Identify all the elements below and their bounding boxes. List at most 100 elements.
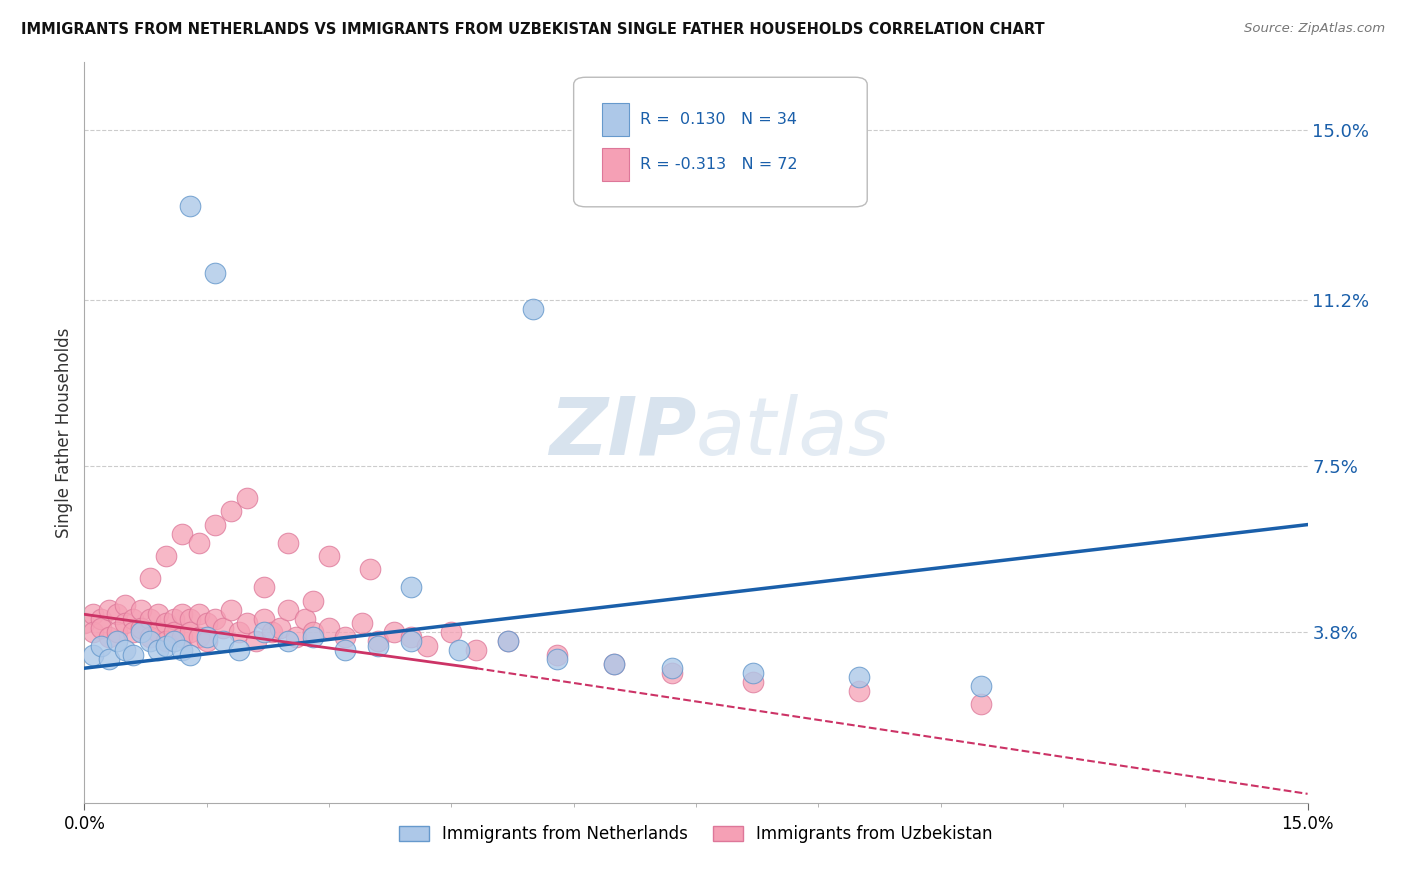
Point bbox=[131, 603, 153, 617]
Point bbox=[228, 643, 250, 657]
Point bbox=[90, 612, 112, 626]
Point bbox=[138, 634, 160, 648]
Point bbox=[367, 639, 389, 653]
Point bbox=[155, 634, 177, 648]
Text: R =  0.130   N = 34: R = 0.130 N = 34 bbox=[640, 112, 797, 127]
Point bbox=[228, 625, 250, 640]
Point bbox=[253, 625, 276, 640]
Point bbox=[498, 634, 520, 648]
Point bbox=[155, 639, 177, 653]
Legend: Immigrants from Netherlands, Immigrants from Uzbekistan: Immigrants from Netherlands, Immigrants … bbox=[392, 819, 1000, 850]
FancyBboxPatch shape bbox=[602, 103, 628, 136]
Text: R = -0.313   N = 72: R = -0.313 N = 72 bbox=[640, 157, 797, 172]
Y-axis label: Single Father Households: Single Father Households bbox=[55, 327, 73, 538]
Point bbox=[122, 612, 145, 626]
Point bbox=[114, 599, 136, 613]
Point bbox=[219, 504, 242, 518]
Point bbox=[277, 535, 299, 549]
Point bbox=[163, 612, 186, 626]
Point bbox=[90, 639, 112, 653]
Point bbox=[661, 665, 683, 680]
Point bbox=[195, 630, 218, 644]
Point bbox=[195, 634, 218, 648]
Point bbox=[335, 643, 357, 657]
Point bbox=[498, 634, 520, 648]
Point bbox=[245, 634, 267, 648]
Point bbox=[742, 674, 765, 689]
Point bbox=[105, 634, 128, 648]
Text: atlas: atlas bbox=[696, 393, 891, 472]
Point bbox=[301, 594, 323, 608]
Point bbox=[172, 526, 194, 541]
Point bbox=[82, 648, 104, 662]
Text: IMMIGRANTS FROM NETHERLANDS VS IMMIGRANTS FROM UZBEKISTAN SINGLE FATHER HOUSEHOL: IMMIGRANTS FROM NETHERLANDS VS IMMIGRANT… bbox=[21, 22, 1045, 37]
Point bbox=[219, 603, 242, 617]
Point bbox=[204, 612, 226, 626]
Point bbox=[131, 621, 153, 635]
Point bbox=[122, 648, 145, 662]
Point bbox=[97, 603, 120, 617]
Point bbox=[187, 535, 209, 549]
Point bbox=[172, 607, 194, 622]
Point bbox=[212, 621, 235, 635]
Point bbox=[195, 616, 218, 631]
Point bbox=[399, 630, 422, 644]
Point bbox=[318, 549, 340, 563]
Point bbox=[82, 625, 104, 640]
Point bbox=[440, 625, 463, 640]
Point bbox=[138, 571, 160, 585]
Point bbox=[260, 625, 283, 640]
Point bbox=[114, 616, 136, 631]
Point bbox=[318, 621, 340, 635]
Point bbox=[146, 607, 169, 622]
Point bbox=[155, 616, 177, 631]
Point bbox=[301, 630, 323, 644]
Point bbox=[848, 670, 870, 684]
Point bbox=[131, 625, 153, 640]
FancyBboxPatch shape bbox=[574, 78, 868, 207]
Point bbox=[212, 634, 235, 648]
Point bbox=[155, 549, 177, 563]
Point bbox=[236, 491, 259, 505]
Point bbox=[285, 630, 308, 644]
Text: Source: ZipAtlas.com: Source: ZipAtlas.com bbox=[1244, 22, 1385, 36]
Point bbox=[301, 625, 323, 640]
Point bbox=[172, 643, 194, 657]
Point bbox=[179, 648, 201, 662]
Point bbox=[742, 665, 765, 680]
Point bbox=[399, 634, 422, 648]
Point bbox=[603, 657, 626, 671]
Point bbox=[294, 612, 316, 626]
Point bbox=[464, 643, 486, 657]
Point bbox=[253, 612, 276, 626]
Point bbox=[179, 199, 201, 213]
Point bbox=[172, 630, 194, 644]
Point bbox=[187, 630, 209, 644]
Point bbox=[105, 607, 128, 622]
Point bbox=[382, 625, 405, 640]
Point bbox=[204, 517, 226, 532]
Point bbox=[122, 625, 145, 640]
Point bbox=[449, 643, 471, 657]
Point bbox=[359, 562, 381, 576]
Point bbox=[236, 616, 259, 631]
Point bbox=[97, 630, 120, 644]
Point bbox=[367, 634, 389, 648]
Point bbox=[82, 607, 104, 622]
Point bbox=[179, 612, 201, 626]
Point bbox=[603, 657, 626, 671]
FancyBboxPatch shape bbox=[602, 147, 628, 181]
Point bbox=[204, 266, 226, 280]
Point bbox=[146, 625, 169, 640]
Point bbox=[546, 648, 568, 662]
Point bbox=[269, 621, 291, 635]
Point bbox=[970, 697, 993, 711]
Point bbox=[73, 616, 96, 631]
Point bbox=[163, 634, 186, 648]
Point bbox=[187, 607, 209, 622]
Point bbox=[546, 652, 568, 666]
Point bbox=[90, 621, 112, 635]
Point bbox=[253, 581, 276, 595]
Point bbox=[179, 625, 201, 640]
Point bbox=[661, 661, 683, 675]
